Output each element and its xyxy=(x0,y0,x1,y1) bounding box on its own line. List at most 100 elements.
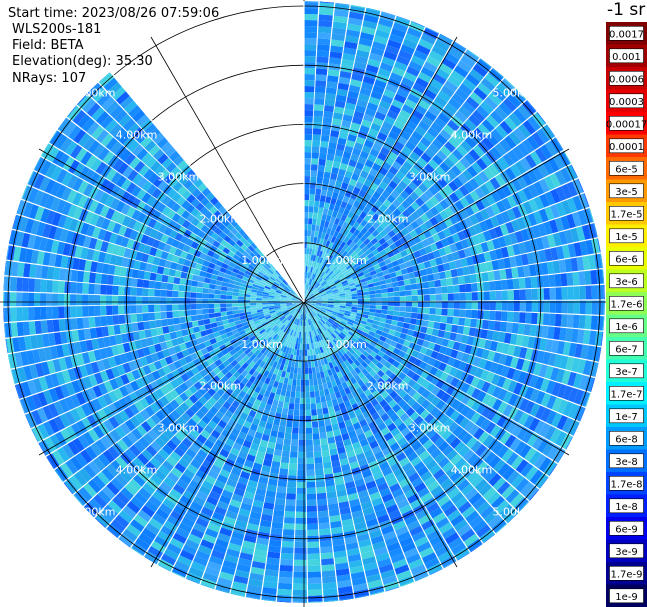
ray-cell xyxy=(304,74,315,81)
ray-cell xyxy=(304,367,309,374)
ray-cell xyxy=(338,501,350,509)
ray-cell xyxy=(388,130,399,141)
ray-cell xyxy=(453,41,467,50)
ray-cell xyxy=(184,511,198,523)
ray-cell xyxy=(273,418,281,426)
ray-cell xyxy=(450,399,461,410)
ray-cell xyxy=(496,200,507,213)
ray-cell xyxy=(411,477,424,488)
ray-cell xyxy=(338,206,345,215)
ray-cell xyxy=(246,523,259,532)
ray-cell xyxy=(270,466,280,475)
ray-cell xyxy=(321,214,327,221)
ray-cell xyxy=(162,460,174,472)
ray-cell xyxy=(477,291,484,301)
ray-cell xyxy=(393,306,400,312)
ray-cell xyxy=(423,294,430,301)
ray-cell xyxy=(356,216,364,224)
ray-cell xyxy=(230,391,239,400)
ray-cell xyxy=(381,288,388,294)
ray-cell xyxy=(350,251,358,258)
ray-cell xyxy=(213,459,225,469)
ray-cell xyxy=(337,286,344,291)
ray-cell xyxy=(315,315,321,321)
ray-cell xyxy=(365,201,374,210)
ray-cell xyxy=(347,553,362,563)
ray-cell xyxy=(122,505,137,519)
ray-cell xyxy=(492,477,506,491)
ray-cell xyxy=(400,427,411,437)
ray-cell xyxy=(501,184,512,197)
ray-cell xyxy=(533,181,545,196)
ray-cell xyxy=(295,517,307,524)
ray-cell xyxy=(297,331,300,338)
ray-cell xyxy=(480,505,495,519)
ray-cell xyxy=(288,469,297,476)
ray-cell xyxy=(391,488,404,499)
ray-cell xyxy=(342,221,349,229)
ray-cell xyxy=(16,307,23,322)
ray-cell xyxy=(570,257,579,272)
ray-cell xyxy=(479,465,493,479)
ray-cell xyxy=(148,288,155,297)
ray-cell xyxy=(405,171,416,181)
ray-cell xyxy=(319,2,334,10)
ray-cell xyxy=(517,104,532,120)
ray-cell xyxy=(385,171,395,181)
ray-cell xyxy=(278,357,284,364)
ray-cell xyxy=(167,472,180,484)
ray-cell xyxy=(245,434,254,443)
ray-cell xyxy=(342,413,351,422)
ray-cell xyxy=(429,287,436,295)
ray-cell xyxy=(395,525,409,537)
ray-cell xyxy=(503,332,512,344)
ray-cell xyxy=(255,488,266,497)
ray-cell xyxy=(475,347,484,358)
ray-cell xyxy=(348,248,355,255)
ray-cell xyxy=(331,360,338,368)
ray-cell xyxy=(319,528,331,536)
ray-cell xyxy=(390,125,402,136)
ray-cell xyxy=(147,546,163,559)
ray-cell xyxy=(312,280,316,287)
ray-cell xyxy=(294,361,299,368)
ray-cell xyxy=(315,305,322,309)
ray-cell xyxy=(305,272,307,279)
ray-cell xyxy=(415,319,423,326)
ray-cell xyxy=(321,401,328,409)
ray-cell xyxy=(355,161,365,171)
ray-cell xyxy=(312,255,317,262)
ray-cell xyxy=(530,276,538,288)
ray-cell xyxy=(454,413,465,425)
ray-cell xyxy=(259,401,267,409)
ray-cell xyxy=(318,158,326,166)
ray-cell xyxy=(336,212,343,220)
ray-cell xyxy=(395,408,406,418)
ray-cell xyxy=(343,314,350,319)
ray-cell xyxy=(304,14,318,21)
ray-cell xyxy=(519,157,532,172)
ray-cell xyxy=(310,355,314,362)
ray-cell xyxy=(406,266,414,274)
ray-cell xyxy=(495,301,502,311)
ray-cell xyxy=(269,472,279,481)
ray-cell xyxy=(159,481,173,493)
ray-cell xyxy=(480,418,491,431)
ray-cell xyxy=(118,286,125,296)
ray-cell xyxy=(348,318,355,324)
ray-cell xyxy=(227,418,237,428)
ray-cell xyxy=(296,499,306,506)
ray-cell xyxy=(317,44,330,52)
ray-cell xyxy=(580,344,589,360)
ray-cell xyxy=(296,312,300,319)
ray-cell xyxy=(326,153,335,161)
ray-cell xyxy=(315,329,319,336)
ray-cell xyxy=(490,146,502,160)
ray-cell xyxy=(555,368,566,383)
ray-cell xyxy=(391,99,404,109)
ray-cell xyxy=(308,312,312,319)
ray-cell xyxy=(352,253,360,261)
ray-cell xyxy=(308,218,313,225)
ray-cell xyxy=(446,169,457,181)
ray-cell xyxy=(70,306,77,318)
